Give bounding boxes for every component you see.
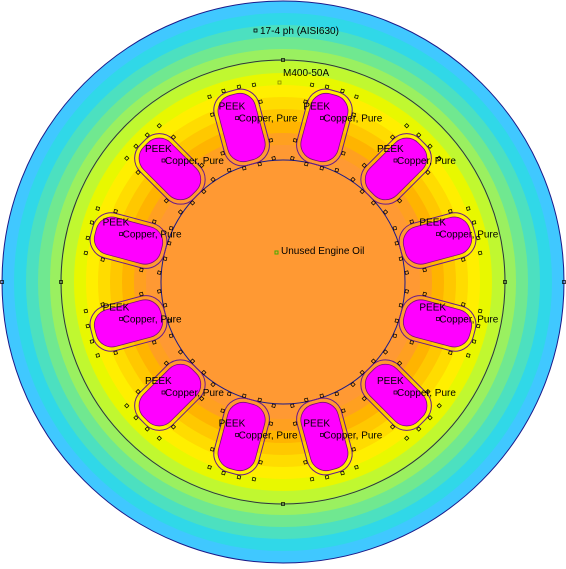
slot-conductor-label: Copper, Pure (165, 156, 224, 167)
rotor-fluid-region (161, 160, 405, 404)
slot-insulation-label: PEEK (419, 302, 446, 313)
slot-conductor-label: Copper, Pure (323, 114, 382, 125)
slot-insulation-label: PEEK (219, 418, 246, 429)
slot-conductor-label: Copper, Pure (239, 430, 298, 441)
slot-insulation-label: PEEK (145, 376, 172, 387)
lamination-material-label: M400-50A (283, 68, 329, 79)
slot-conductor-label: Copper, Pure (439, 314, 498, 325)
slot-insulation-label: PEEK (419, 218, 446, 229)
slot-insulation-label: PEEK (145, 144, 172, 155)
slot-insulation-label: PEEK (303, 102, 330, 113)
slot-conductor-label: Copper, Pure (397, 388, 456, 399)
slot-insulation-label: PEEK (219, 102, 246, 113)
slot-insulation-label: PEEK (377, 144, 404, 155)
rotor-fluid-label: Unused Engine Oil (281, 246, 364, 257)
slot-insulation-label: PEEK (103, 218, 130, 229)
slot-conductor-label: Copper, Pure (397, 156, 456, 167)
slot-conductor-label: Copper, Pure (239, 114, 298, 125)
slot-insulation-label: PEEK (103, 302, 130, 313)
slot-conductor-label: Copper, Pure (323, 430, 382, 441)
slot-conductor-label: Copper, Pure (439, 230, 498, 241)
housing-material-label: 17-4 ph (AISI630) (260, 26, 339, 37)
slot-conductor-label: Copper, Pure (165, 388, 224, 399)
slot-conductor-label: Copper, Pure (123, 230, 182, 241)
slot-insulation-label: PEEK (303, 418, 330, 429)
slot-insulation-label: PEEK (377, 376, 404, 387)
slot-conductor-label: Copper, Pure (123, 314, 182, 325)
